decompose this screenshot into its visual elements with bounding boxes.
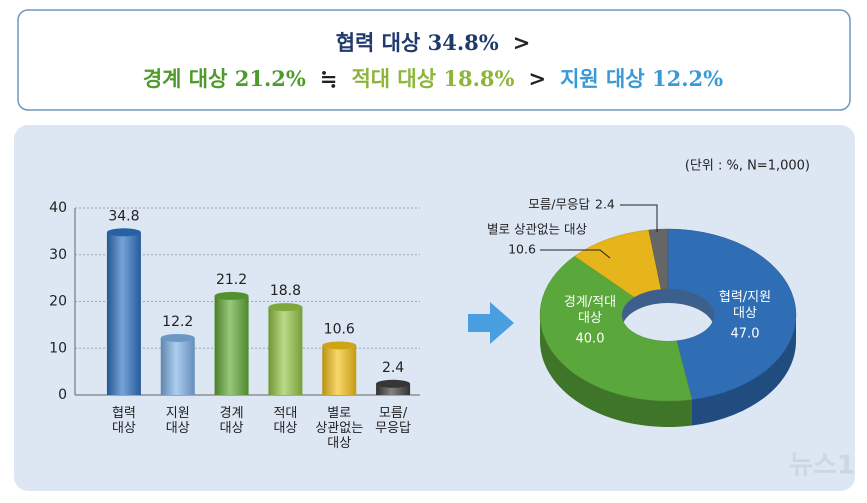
bar — [376, 383, 411, 395]
bar — [160, 337, 195, 395]
bar-top — [160, 333, 195, 342]
x-tick-label: 지원 대상 — [166, 406, 190, 436]
header-segment: 적대 대상 18.8% — [351, 66, 514, 91]
value-label: 18.8 — [270, 283, 301, 299]
y-tick-label: 40 — [49, 200, 67, 216]
y-tick-label: 0 — [58, 387, 67, 403]
slice-value: 2.4 — [595, 197, 615, 212]
value-label: 34.8 — [108, 208, 139, 224]
slice-value: 40.0 — [576, 332, 605, 347]
x-tick-label: 모름/무응답 — [375, 406, 411, 436]
bar — [322, 345, 357, 395]
slice-value: 47.0 — [731, 327, 760, 342]
unit-note: (단위 : %, N=1,000) — [685, 159, 810, 174]
x-tick-label: 협력 대상 — [112, 406, 136, 436]
bar-top — [268, 303, 303, 312]
leader-line — [620, 204, 658, 232]
slice-side — [540, 315, 692, 427]
slice-label: 경계/적대 대상 — [564, 295, 616, 326]
header-line: 협력 대상 34.8% > — [336, 30, 531, 55]
hole-floor — [622, 303, 714, 341]
watermark: 뉴스1 — [789, 451, 855, 481]
header-segment: 경계 대상 21.2% — [143, 66, 306, 91]
value-label: 2.4 — [382, 360, 404, 376]
x-tick-label: 별로 상관없는 대상 — [315, 406, 363, 451]
slice-label: 협력/지원 대상 — [719, 290, 771, 321]
y-tick-label: 10 — [49, 340, 67, 356]
bar — [214, 295, 249, 395]
bar-top — [322, 341, 357, 350]
arrow — [468, 302, 514, 344]
value-label: 12.2 — [162, 314, 193, 330]
leader-line — [540, 249, 611, 259]
bar-top — [376, 379, 411, 388]
bar-top — [106, 228, 141, 237]
header-segment: 협력 대상 34.8% — [336, 30, 499, 55]
x-tick-label: 경계 대상 — [220, 406, 244, 436]
slice-label: 별로 상관없는 대상 — [487, 222, 587, 237]
value-label: 10.6 — [324, 321, 355, 337]
bar-top — [214, 291, 249, 300]
value-label: 21.2 — [216, 272, 247, 288]
bar — [268, 307, 303, 395]
x-tick-label: 적대 대상 — [273, 406, 297, 436]
header-line: 경계 대상 21.2% ≒ 적대 대상 18.8% > 지원 대상 12.2% — [143, 66, 723, 91]
header-box — [17, 9, 851, 111]
slice-label: 모름/무응답 — [528, 197, 590, 212]
header-segment: > — [513, 30, 531, 55]
y-tick-label: 30 — [49, 247, 67, 263]
header-segment: 지원 대상 12.2% — [560, 66, 723, 91]
header-segment: > — [529, 66, 547, 91]
bar — [106, 232, 141, 395]
header-segment: ≒ — [320, 66, 338, 91]
slice-side — [691, 315, 796, 426]
slice-value: 10.6 — [508, 242, 536, 257]
y-tick-label: 20 — [49, 294, 67, 310]
